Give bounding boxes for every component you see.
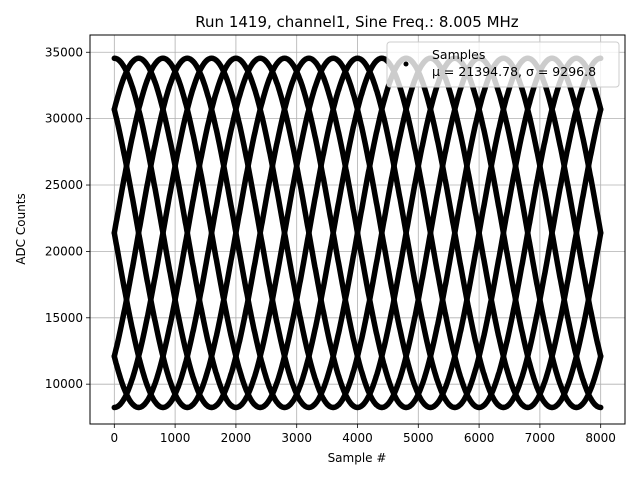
sample-trace-4 xyxy=(111,55,604,411)
x-axis-ticks: 0 1000 2000 3000 4000 5000 6000 7000 8000 xyxy=(110,424,616,445)
y-axis-ticks: 10000 15000 20000 25000 30000 35000 xyxy=(45,45,90,391)
y-axis-label: ADC Counts xyxy=(14,193,28,265)
x-tick-label: 6000 xyxy=(464,431,495,445)
x-axis-label: Sample # xyxy=(328,451,387,465)
data-series xyxy=(111,55,604,411)
y-tick-label: 10000 xyxy=(45,377,83,391)
x-tick-label: 5000 xyxy=(403,431,434,445)
y-tick-label: 25000 xyxy=(45,178,83,192)
y-tick-label: 35000 xyxy=(45,45,83,59)
x-tick-label: 2000 xyxy=(221,431,252,445)
legend-box xyxy=(386,41,620,88)
chart-title: Run 1419, channel1, Sine Freq.: 8.005 MH… xyxy=(195,13,519,31)
legend-marker xyxy=(403,61,409,67)
legend: Samples μ = 21394.78, σ = 9296.8 xyxy=(386,41,620,88)
x-tick-label: 4000 xyxy=(342,431,373,445)
sample-trace-5 xyxy=(111,55,604,411)
legend-series-name: Samples xyxy=(432,47,485,62)
x-tick-label: 3000 xyxy=(281,431,312,445)
x-tick-label: 7000 xyxy=(525,431,556,445)
y-tick-label: 15000 xyxy=(45,311,83,325)
sample-trace-2 xyxy=(111,55,604,411)
x-tick-label: 8000 xyxy=(585,431,616,445)
y-tick-label: 20000 xyxy=(45,244,83,258)
x-tick-label: 1000 xyxy=(160,431,191,445)
legend-series-label: μ = 21394.78, σ = 9296.8 xyxy=(432,64,596,79)
x-tick-label: 0 xyxy=(110,431,118,445)
sample-trace-6 xyxy=(111,55,604,411)
y-tick-label: 30000 xyxy=(45,112,83,126)
